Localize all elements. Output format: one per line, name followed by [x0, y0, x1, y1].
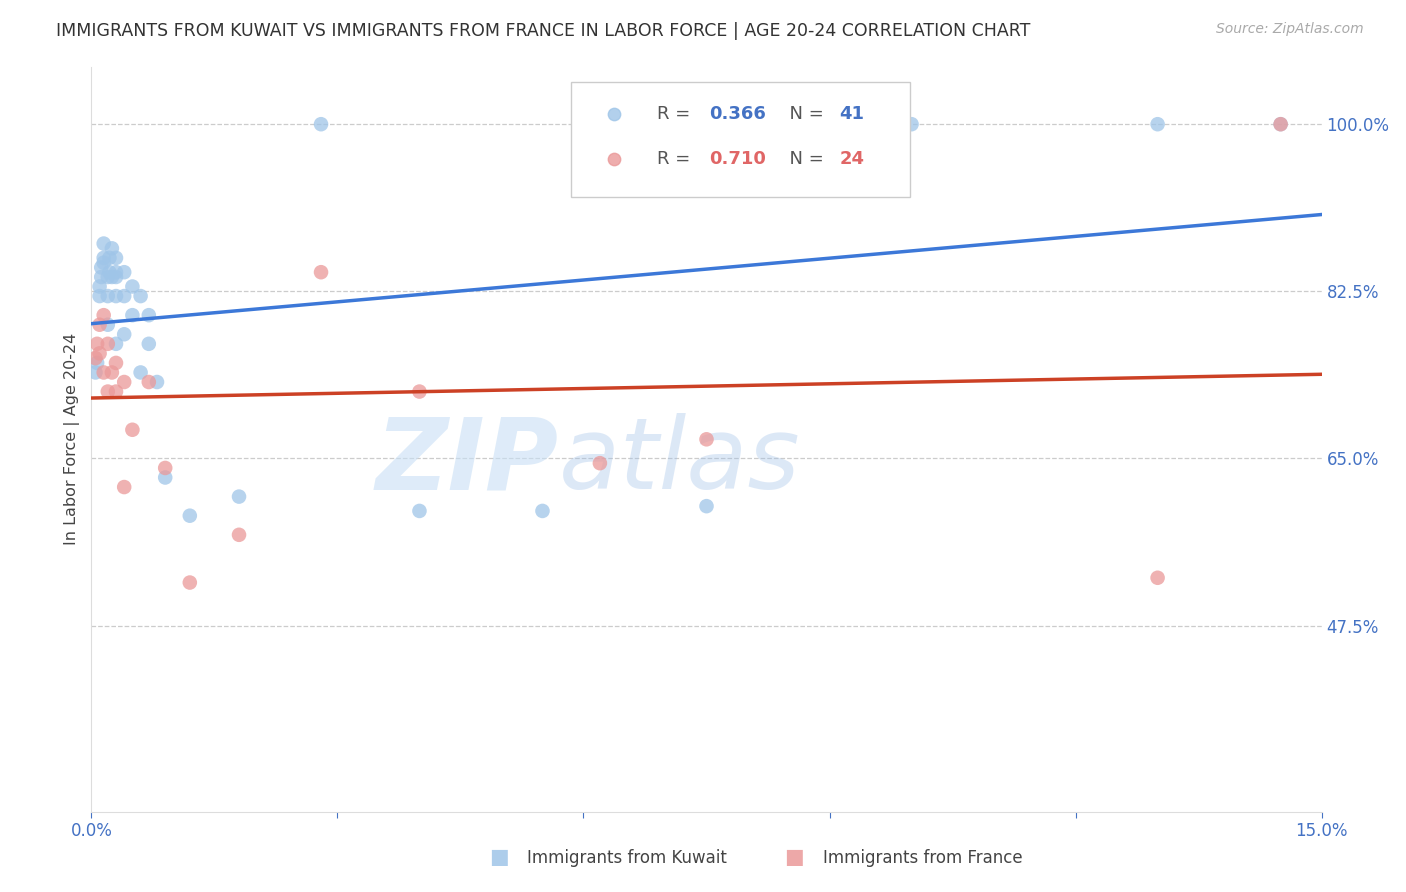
- Point: [179, 575, 201, 590]
- Point: [1146, 571, 1168, 585]
- Point: [900, 117, 922, 131]
- Text: ZIP: ZIP: [375, 413, 558, 510]
- Point: [105, 289, 127, 303]
- Point: [97, 289, 120, 303]
- Point: [695, 433, 717, 447]
- Point: [129, 289, 152, 303]
- Point: [105, 384, 127, 399]
- Point: [112, 265, 135, 279]
- Point: [101, 270, 124, 285]
- Point: [153, 470, 177, 484]
- Text: Immigrants from France: Immigrants from France: [823, 849, 1022, 867]
- Point: [105, 356, 127, 370]
- Point: [153, 461, 177, 475]
- Point: [93, 366, 115, 380]
- Text: ■: ■: [785, 847, 804, 867]
- Point: [1146, 117, 1168, 131]
- Point: [86, 356, 108, 370]
- Point: [93, 308, 115, 322]
- Point: [89, 279, 111, 293]
- Point: [112, 289, 135, 303]
- Point: [93, 255, 115, 269]
- Point: [112, 375, 135, 389]
- Point: [179, 508, 201, 523]
- Point: [97, 270, 120, 285]
- Point: [408, 384, 430, 399]
- Point: [89, 318, 111, 332]
- Text: atlas: atlas: [558, 413, 800, 510]
- Point: [97, 318, 120, 332]
- Point: [90, 270, 112, 285]
- Y-axis label: In Labor Force | Age 20-24: In Labor Force | Age 20-24: [65, 334, 80, 545]
- Point: [84, 366, 107, 380]
- Point: [138, 308, 160, 322]
- Point: [121, 308, 143, 322]
- Text: Immigrants from Kuwait: Immigrants from Kuwait: [527, 849, 727, 867]
- FancyBboxPatch shape: [571, 82, 910, 197]
- Point: [129, 366, 152, 380]
- Point: [531, 504, 554, 518]
- Point: [589, 456, 612, 470]
- Point: [105, 270, 127, 285]
- Point: [146, 375, 169, 389]
- Text: IMMIGRANTS FROM KUWAIT VS IMMIGRANTS FROM FRANCE IN LABOR FORCE | AGE 20-24 CORR: IMMIGRANTS FROM KUWAIT VS IMMIGRANTS FRO…: [56, 22, 1031, 40]
- Point: [112, 327, 135, 342]
- Point: [695, 499, 717, 513]
- Point: [98, 265, 121, 279]
- Point: [138, 336, 160, 351]
- Point: [101, 241, 124, 255]
- Point: [97, 384, 120, 399]
- Point: [1270, 117, 1292, 131]
- Point: [90, 260, 112, 275]
- Point: [86, 336, 108, 351]
- Point: [1270, 117, 1292, 131]
- Text: 0.710: 0.710: [709, 150, 766, 168]
- Text: 41: 41: [839, 105, 865, 123]
- Point: [93, 236, 115, 251]
- Text: R =: R =: [657, 105, 696, 123]
- Point: [121, 423, 143, 437]
- Point: [112, 480, 135, 494]
- Text: N =: N =: [778, 105, 830, 123]
- Text: 0.366: 0.366: [709, 105, 766, 123]
- Point: [105, 265, 127, 279]
- Point: [98, 251, 121, 265]
- Text: N =: N =: [778, 150, 830, 168]
- Point: [89, 289, 111, 303]
- Point: [138, 375, 160, 389]
- Point: [228, 490, 250, 504]
- Point: [408, 504, 430, 518]
- Point: [121, 279, 143, 293]
- Point: [101, 366, 124, 380]
- Text: 24: 24: [839, 150, 865, 168]
- Point: [309, 117, 332, 131]
- Text: Source: ZipAtlas.com: Source: ZipAtlas.com: [1216, 22, 1364, 37]
- Point: [105, 336, 127, 351]
- Point: [84, 351, 107, 366]
- Text: R =: R =: [657, 150, 696, 168]
- Point: [89, 346, 111, 360]
- Point: [97, 336, 120, 351]
- Point: [105, 251, 127, 265]
- Point: [228, 528, 250, 542]
- Text: ■: ■: [489, 847, 509, 867]
- Point: [93, 251, 115, 265]
- Point: [309, 265, 332, 279]
